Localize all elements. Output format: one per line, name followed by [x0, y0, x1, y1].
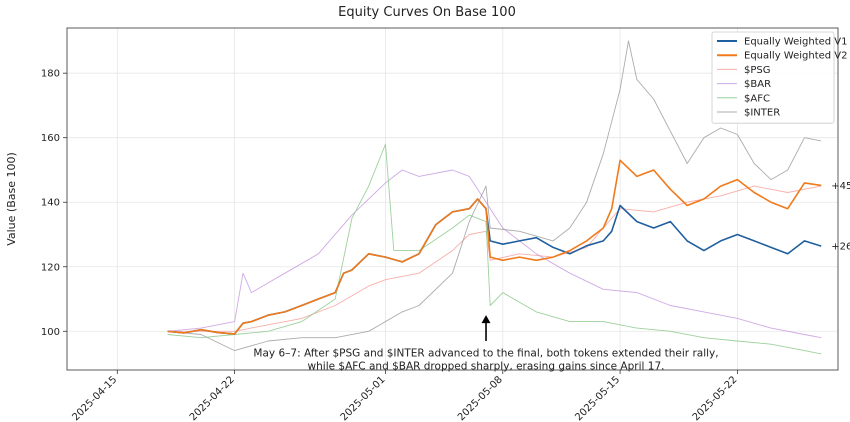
series-line--inter	[167, 40, 822, 352]
legend-label: Equally Weighted V1	[744, 37, 848, 48]
y-tick: 120	[41, 262, 67, 273]
series-line-equally-weighted-v2	[167, 159, 822, 335]
legend-label: $PSG	[744, 65, 771, 76]
end-value-label: +26.4%	[831, 242, 850, 253]
x-tick-label: 2025-05-22	[691, 374, 740, 422]
axes-frame	[66, 27, 839, 371]
legend-box	[711, 31, 835, 124]
x-tick: 2025-05-08	[456, 370, 505, 422]
x-tick: 2025-04-15	[71, 370, 120, 422]
y-tick-label: 120	[41, 262, 60, 273]
plot-area: 100 120 140 160 180 2025-04-15 2025-04-22 2025-…	[41, 27, 850, 422]
annotation-text-line: May 6–7: After $PSG and $INTER advanced …	[253, 348, 718, 360]
x-tick-label: 2025-05-08	[456, 374, 505, 422]
legend: Equally Weighted V1 Equally Weighted V2 $P…	[711, 31, 848, 124]
legend-label: $INTER	[744, 108, 780, 119]
y-tick-label: 100	[41, 327, 60, 338]
x-tick: 2025-05-15	[573, 370, 622, 422]
x-tick-label: 2025-04-15	[71, 374, 120, 422]
x-tick-label: 2025-05-01	[339, 374, 388, 422]
y-axis-label: Value (Base 100)	[5, 152, 18, 246]
legend-label: Equally Weighted V2	[744, 51, 848, 62]
series-line--bar	[167, 169, 822, 339]
x-tick-label: 2025-05-15	[573, 374, 622, 422]
x-tick: 2025-05-01	[339, 370, 388, 422]
x-tick: 2025-04-22	[188, 370, 237, 422]
series-line--psg	[167, 185, 822, 332]
legend-label: $BAR	[744, 79, 771, 90]
y-tick-label: 160	[41, 133, 60, 144]
x-tick: 2025-05-22	[691, 370, 740, 422]
end-value-label: +45.2%	[831, 181, 850, 192]
y-tick: 180	[41, 69, 67, 80]
chart-title: Equity Curves On Base 100	[338, 5, 516, 20]
y-tick: 160	[41, 133, 67, 144]
y-tick: 100	[41, 327, 67, 338]
annotation-text-line: while $AFC and $BAR dropped sharply, era…	[308, 361, 665, 373]
y-tick-label: 180	[41, 69, 60, 80]
legend-label: $AFC	[744, 93, 770, 104]
y-tick-label: 140	[41, 198, 60, 209]
annotation-arrow-head	[481, 315, 491, 324]
x-tick-label: 2025-04-22	[188, 374, 237, 422]
series-line--afc	[167, 143, 822, 355]
y-tick: 140	[41, 198, 67, 209]
